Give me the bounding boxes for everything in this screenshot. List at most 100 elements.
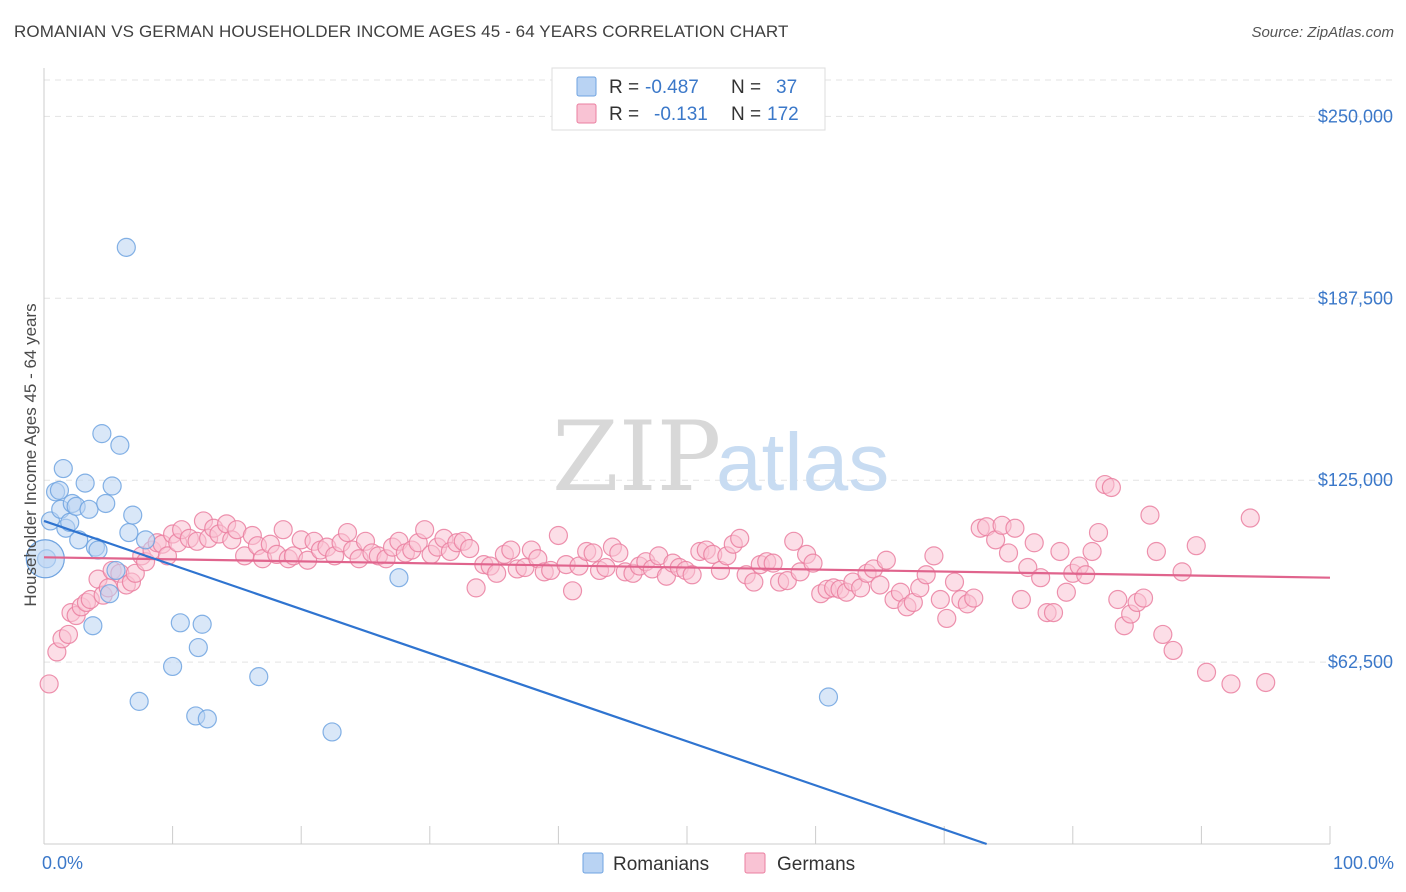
point-germans (273, 520, 293, 540)
bottom-legend-germans: Germans (777, 854, 855, 875)
point-germans (1186, 536, 1206, 556)
legend-swatch-germans (576, 103, 597, 124)
y-axis-label: Householder Income Ages 45 - 64 years (21, 303, 40, 606)
point-romanians (129, 691, 149, 711)
point-germans (1101, 477, 1121, 498)
point-germans (1256, 672, 1276, 693)
point-germans (924, 546, 944, 566)
point-romanians (163, 656, 183, 677)
point-germans (944, 572, 965, 592)
point-germans (1140, 505, 1160, 525)
point-germans (460, 538, 480, 559)
point-romanians (53, 458, 73, 479)
legend-n-label: N = (731, 104, 761, 125)
point-germans (609, 543, 629, 563)
point-romanians (106, 560, 126, 581)
trend-line-romanians (43, 519, 987, 846)
point-germans (1108, 589, 1128, 610)
point-germans (876, 550, 896, 570)
legend-r-label: R = (609, 104, 639, 125)
legend-n-value-germans: 172 (767, 104, 799, 125)
point-romanians (818, 687, 839, 707)
watermark-zip: ZIP (552, 401, 721, 513)
point-germans (58, 624, 79, 645)
point-germans (803, 553, 823, 573)
point-romanians (96, 493, 116, 514)
point-germans (964, 588, 984, 608)
point-germans (1082, 541, 1102, 562)
point-germans (1005, 518, 1025, 538)
point-romanians (75, 473, 95, 493)
point-romanians (49, 480, 70, 500)
point-romanians (25, 539, 65, 579)
legend-r-value-germans: -0.131 (654, 104, 708, 125)
bottom-legend-romanians: Romanians (613, 854, 709, 875)
point-romanians (99, 584, 120, 604)
point-germans (1153, 624, 1173, 645)
point-germans (1172, 562, 1192, 582)
point-germans (1196, 662, 1217, 682)
legend-r-label: R = (609, 77, 639, 98)
point-germans (1133, 588, 1154, 608)
y-tick-label: $125,000 (1318, 470, 1393, 490)
legend-n-label: N = (731, 77, 761, 98)
point-romanians (123, 505, 143, 525)
point-romanians (110, 435, 130, 455)
point-germans (298, 550, 318, 570)
point-germans (930, 589, 950, 610)
point-germans (1221, 674, 1241, 694)
point-germans (870, 575, 890, 595)
point-germans (487, 563, 507, 583)
point-romanians (249, 667, 269, 687)
point-romanians (192, 614, 212, 634)
bottom-legend-swatch-romanians (582, 852, 604, 874)
point-germans (1240, 508, 1260, 528)
point-germans (596, 557, 616, 578)
gridlines: $62,500 $125,000 $187,500 $250,000 (44, 79, 1394, 672)
point-romanians (88, 540, 108, 560)
point-germans (1146, 541, 1166, 562)
point-romanians (389, 568, 409, 588)
point-romanians (92, 424, 112, 444)
legend-box (551, 67, 826, 131)
point-romanians (102, 476, 122, 496)
point-germans (1056, 582, 1076, 602)
point-germans (682, 565, 702, 585)
point-romanians (188, 637, 208, 658)
point-germans (583, 543, 603, 563)
point-romanians (116, 237, 136, 257)
legend-n-value-romanians: 37 (776, 77, 797, 98)
point-romanians (170, 613, 190, 633)
point-germans (415, 520, 435, 540)
trend-line-germans (43, 556, 1331, 579)
point-germans (39, 674, 59, 694)
bottom-legend-swatch-germans (744, 852, 766, 874)
point-germans (763, 553, 783, 573)
legend: R = -0.487 N = 37 R = -0.131 N = 172 (551, 67, 826, 131)
watermark: ZIP atlas (552, 401, 889, 513)
point-germans (998, 543, 1019, 563)
point-germans (562, 581, 583, 601)
point-romanians (322, 722, 342, 742)
point-germans (730, 528, 750, 549)
legend-r-value-romanians: -0.487 (645, 77, 699, 98)
point-germans (937, 608, 957, 629)
point-germans (337, 522, 358, 543)
point-romanians (119, 522, 139, 543)
point-germans (1011, 589, 1031, 610)
y-tick-label: $187,500 (1318, 288, 1393, 308)
bottom-legend: Romanians Germans (582, 852, 855, 875)
axes (43, 68, 1331, 845)
legend-swatch-romanians (576, 76, 597, 97)
y-tick-label: $250,000 (1318, 106, 1393, 126)
point-germans (1024, 533, 1044, 553)
point-germans (548, 525, 569, 546)
point-romanians (135, 530, 156, 550)
point-germans (1088, 522, 1109, 543)
point-germans (784, 531, 804, 551)
point-romanians (79, 499, 99, 519)
point-germans (1050, 541, 1070, 562)
source-label: Source: ZipAtlas.com (1251, 24, 1394, 41)
point-germans (916, 565, 936, 585)
